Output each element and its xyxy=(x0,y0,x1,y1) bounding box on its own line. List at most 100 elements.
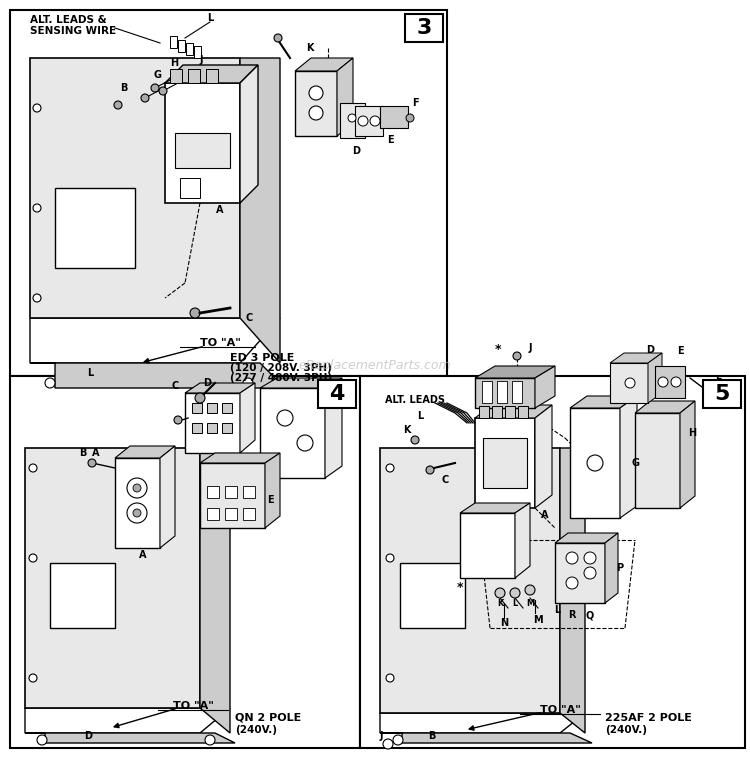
Circle shape xyxy=(510,588,520,598)
Text: 5: 5 xyxy=(714,384,730,404)
Circle shape xyxy=(386,674,394,682)
Text: C: C xyxy=(171,381,178,391)
Bar xyxy=(165,83,240,203)
Polygon shape xyxy=(200,448,230,733)
Circle shape xyxy=(383,739,393,749)
Text: eReplacementParts.com: eReplacementParts.com xyxy=(298,359,452,371)
Circle shape xyxy=(706,384,714,392)
Circle shape xyxy=(370,116,380,126)
Circle shape xyxy=(141,94,149,102)
Polygon shape xyxy=(337,58,353,136)
Text: A: A xyxy=(216,205,223,215)
Circle shape xyxy=(348,114,356,122)
Text: 3: 3 xyxy=(416,18,432,38)
Bar xyxy=(222,423,232,433)
Bar xyxy=(483,438,527,488)
Polygon shape xyxy=(200,453,280,463)
Circle shape xyxy=(566,552,578,564)
Text: F: F xyxy=(337,383,344,393)
Text: QN 2 POLE: QN 2 POLE xyxy=(235,713,302,723)
Circle shape xyxy=(195,393,205,403)
Text: SENSING WIRE: SENSING WIRE xyxy=(30,26,116,36)
Bar xyxy=(479,406,489,418)
Text: J: J xyxy=(200,55,203,65)
Bar xyxy=(460,513,515,578)
Bar xyxy=(260,388,325,478)
Bar xyxy=(360,376,745,748)
Circle shape xyxy=(584,552,596,564)
Bar xyxy=(340,103,365,138)
Bar xyxy=(318,380,356,408)
Text: J: J xyxy=(528,343,532,353)
Circle shape xyxy=(406,114,414,122)
Circle shape xyxy=(127,503,147,523)
Polygon shape xyxy=(380,713,585,733)
Bar xyxy=(222,403,232,413)
Text: D: D xyxy=(84,731,92,741)
Circle shape xyxy=(566,577,578,589)
Polygon shape xyxy=(240,383,255,453)
Bar xyxy=(243,508,255,520)
Text: G: G xyxy=(631,458,639,468)
Text: E: E xyxy=(267,495,273,505)
Polygon shape xyxy=(240,65,258,203)
Circle shape xyxy=(513,352,521,360)
Text: F: F xyxy=(715,375,722,385)
Bar xyxy=(192,423,202,433)
Circle shape xyxy=(426,466,434,474)
Bar xyxy=(703,380,741,408)
Text: TO "A": TO "A" xyxy=(172,701,214,711)
Text: D: D xyxy=(646,345,654,355)
Polygon shape xyxy=(475,366,555,378)
Polygon shape xyxy=(295,58,353,71)
Polygon shape xyxy=(265,453,280,528)
Text: K: K xyxy=(496,599,503,607)
Bar xyxy=(635,413,680,508)
Polygon shape xyxy=(475,405,552,418)
Circle shape xyxy=(625,378,635,388)
Polygon shape xyxy=(25,708,230,733)
Bar xyxy=(380,106,408,128)
Text: E: E xyxy=(676,346,683,356)
Circle shape xyxy=(29,674,37,682)
Bar xyxy=(505,406,515,418)
Text: (120 / 208V. 3PH): (120 / 208V. 3PH) xyxy=(230,363,332,373)
Text: N: N xyxy=(500,618,508,628)
Polygon shape xyxy=(380,448,560,713)
Circle shape xyxy=(297,435,313,451)
Text: Q: Q xyxy=(586,610,594,620)
Text: H: H xyxy=(688,428,696,438)
Circle shape xyxy=(29,464,37,472)
Text: L: L xyxy=(554,605,560,615)
Polygon shape xyxy=(30,58,240,318)
Text: L: L xyxy=(512,599,517,607)
Circle shape xyxy=(393,735,403,745)
Circle shape xyxy=(88,459,96,467)
Polygon shape xyxy=(165,65,258,83)
Bar xyxy=(482,381,492,403)
Bar xyxy=(170,69,182,83)
Bar xyxy=(497,381,507,403)
Text: TO "A": TO "A" xyxy=(200,338,241,348)
Bar xyxy=(50,563,115,628)
Bar xyxy=(170,36,177,48)
Bar xyxy=(225,508,237,520)
Text: ALT. LEADS &: ALT. LEADS & xyxy=(30,15,106,25)
Polygon shape xyxy=(570,396,637,408)
Circle shape xyxy=(386,464,394,472)
Bar xyxy=(115,458,160,548)
Bar xyxy=(225,486,237,498)
Bar xyxy=(188,69,200,83)
Text: L: L xyxy=(417,411,423,421)
Polygon shape xyxy=(560,448,585,733)
Circle shape xyxy=(584,567,596,579)
Text: K: K xyxy=(404,425,411,435)
Circle shape xyxy=(658,377,668,387)
Text: B: B xyxy=(80,448,87,458)
Text: TO "A": TO "A" xyxy=(539,705,580,715)
Circle shape xyxy=(274,34,282,42)
Polygon shape xyxy=(460,503,530,513)
Text: L: L xyxy=(87,368,93,378)
Text: B: B xyxy=(428,731,436,741)
Text: C: C xyxy=(245,313,252,323)
